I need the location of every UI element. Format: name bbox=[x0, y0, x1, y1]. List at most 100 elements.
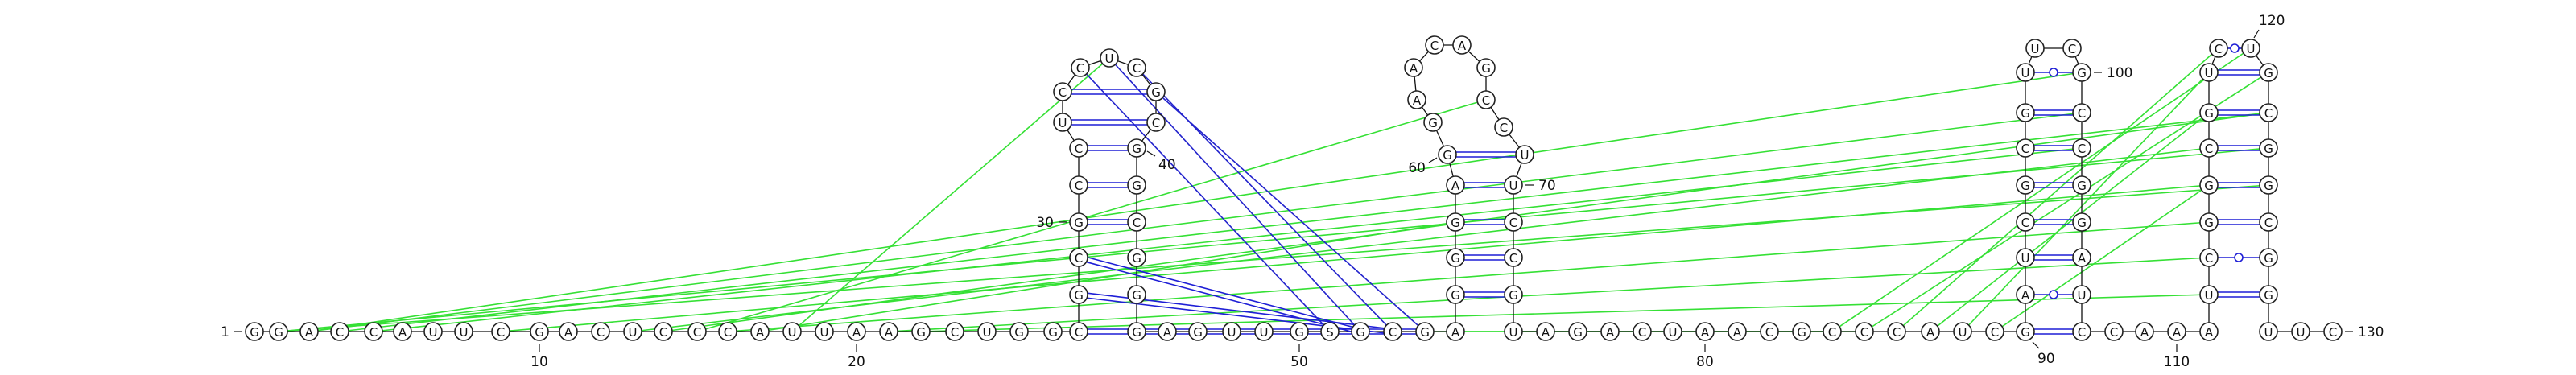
nucleotide-letter: C bbox=[597, 325, 605, 340]
nucleotide-letter: C bbox=[2078, 106, 2086, 121]
nucleotide-letter: G bbox=[1428, 116, 1438, 130]
nucleotide-circle bbox=[1127, 322, 1146, 341]
nucleotide-circle bbox=[1127, 285, 1146, 304]
tertiary-interaction bbox=[278, 184, 2269, 332]
nucleotide-letter: C bbox=[2205, 142, 2213, 156]
nucleotide-circle bbox=[1423, 113, 1443, 132]
nucleotide-letter: U bbox=[629, 325, 638, 340]
nucleotide-letter: U bbox=[429, 325, 438, 340]
index-label: 10 bbox=[530, 354, 548, 370]
nucleotide-circle bbox=[1504, 175, 1523, 195]
nucleotide-circle bbox=[2241, 39, 2260, 58]
nucleotide: A bbox=[1452, 35, 1472, 55]
nucleotide: C bbox=[1985, 322, 2004, 341]
nucleotide: G bbox=[1423, 113, 1443, 132]
nucleotide-circle bbox=[2167, 322, 2186, 341]
nucleotide-letter: A bbox=[398, 325, 407, 340]
nucleotide-circle bbox=[1695, 322, 1715, 341]
nucleotide: U bbox=[2199, 63, 2219, 82]
nucleotide: C bbox=[687, 322, 707, 341]
nucleotide: C bbox=[591, 322, 610, 341]
nucleotide-letter: C bbox=[2078, 325, 2086, 340]
tertiary-interactions bbox=[278, 47, 2269, 332]
nucleotide: A bbox=[2016, 285, 2035, 304]
nucleotide-circle bbox=[2199, 212, 2219, 232]
nucleotide-circle bbox=[1504, 322, 1523, 341]
nucleotide-letter: G bbox=[1481, 61, 1491, 76]
nucleotide-letter: U bbox=[2205, 288, 2214, 303]
nucleotide: G bbox=[1146, 82, 1166, 101]
nucleotide: A bbox=[393, 322, 412, 341]
nucleotide: U bbox=[1254, 322, 1274, 341]
nucleotide-circle bbox=[269, 322, 288, 341]
nucleotide: C bbox=[1760, 322, 1779, 341]
nucleotide-circle bbox=[1663, 322, 1682, 341]
nucleotide-circle bbox=[623, 322, 642, 341]
nucleotide-letter: C bbox=[1075, 325, 1083, 340]
nucleotide-letter: G bbox=[274, 325, 283, 340]
nucleotide-letter: U bbox=[1509, 325, 1518, 340]
nucleotide: U bbox=[1053, 113, 1072, 132]
nucleotide: U bbox=[1504, 322, 1523, 341]
nucleotide-circle bbox=[454, 322, 473, 341]
nucleotide-letter: G bbox=[1443, 148, 1452, 163]
nucleotide-circle bbox=[2291, 322, 2310, 341]
nucleotide-circle bbox=[1069, 285, 1088, 304]
nucleotide-letter: C bbox=[1500, 121, 1508, 135]
nucleotide: C bbox=[2104, 322, 2124, 341]
nucleotide: C bbox=[1494, 117, 1513, 137]
nucleotide: A bbox=[299, 322, 319, 341]
nucleotide-circle bbox=[1351, 322, 1370, 341]
nucleotide: G bbox=[245, 322, 264, 341]
nucleotide-letter: U bbox=[983, 325, 992, 340]
nucleotide-letter: S bbox=[1326, 325, 1334, 340]
nucleotide: G bbox=[2199, 212, 2219, 232]
index-label: 30 bbox=[1036, 215, 1054, 231]
nucleotide: C bbox=[718, 322, 737, 341]
index-label: 20 bbox=[848, 354, 865, 370]
nucleotide: C bbox=[1633, 322, 1652, 341]
nucleotide-circle bbox=[364, 322, 383, 341]
nucleotide-circle bbox=[1320, 322, 1340, 341]
nucleotide-letter: C bbox=[1893, 325, 1901, 340]
nucleotide: C bbox=[1127, 58, 1146, 77]
nucleotide-letter: A bbox=[885, 325, 894, 340]
nucleotide: A bbox=[1446, 175, 1465, 195]
nucleotide-letter: G bbox=[250, 325, 259, 340]
nucleotide-letter: G bbox=[2077, 66, 2087, 80]
nucleotide-letter: G bbox=[1151, 85, 1161, 100]
nucleotide-circle bbox=[1476, 58, 1496, 77]
nucleotide-circle bbox=[2259, 322, 2278, 341]
nucleotide-letter: G bbox=[1074, 288, 1084, 303]
nucleotide: U bbox=[2291, 322, 2310, 341]
nucleotide-letter: C bbox=[1059, 85, 1067, 100]
nucleotide: A bbox=[559, 322, 578, 341]
nucleotide: G bbox=[1127, 248, 1146, 267]
nucleotide-circle bbox=[1953, 322, 1972, 341]
nucleotide-circle bbox=[1290, 322, 1309, 341]
nucleotide-circle bbox=[2072, 285, 2091, 304]
nucleotide-letter: G bbox=[2077, 216, 2087, 230]
tertiary-interaction bbox=[1831, 47, 2252, 332]
nucleotide-letter: G bbox=[2264, 179, 2273, 193]
nucleotide: G bbox=[2259, 285, 2278, 304]
nucleotide: G bbox=[1504, 285, 1523, 304]
nucleotide: C bbox=[1053, 82, 1072, 101]
nucleotide-circle bbox=[1515, 145, 1534, 164]
nucleotide-circle bbox=[2199, 63, 2219, 82]
nucleotide: G bbox=[2199, 175, 2219, 195]
nucleotide-circle bbox=[1069, 175, 1088, 195]
nucleotide-letter: C bbox=[2068, 42, 2076, 56]
nucleotide: G bbox=[1127, 175, 1146, 195]
nucleotide-circle bbox=[1446, 175, 1465, 195]
nucleotide: C bbox=[2199, 138, 2219, 158]
nucleotide-circle bbox=[1415, 322, 1435, 341]
nucleotide-letter: G bbox=[1132, 288, 1141, 303]
nucleotide-letter: C bbox=[2329, 325, 2337, 340]
nucleotide: C bbox=[2259, 212, 2278, 232]
index-label: 1 bbox=[221, 324, 229, 340]
nucleotide-letter: C bbox=[2264, 216, 2273, 230]
nucleotide: G bbox=[1009, 322, 1029, 341]
base-pair-bond bbox=[1088, 257, 1353, 328]
nucleotide: C bbox=[2259, 103, 2278, 122]
